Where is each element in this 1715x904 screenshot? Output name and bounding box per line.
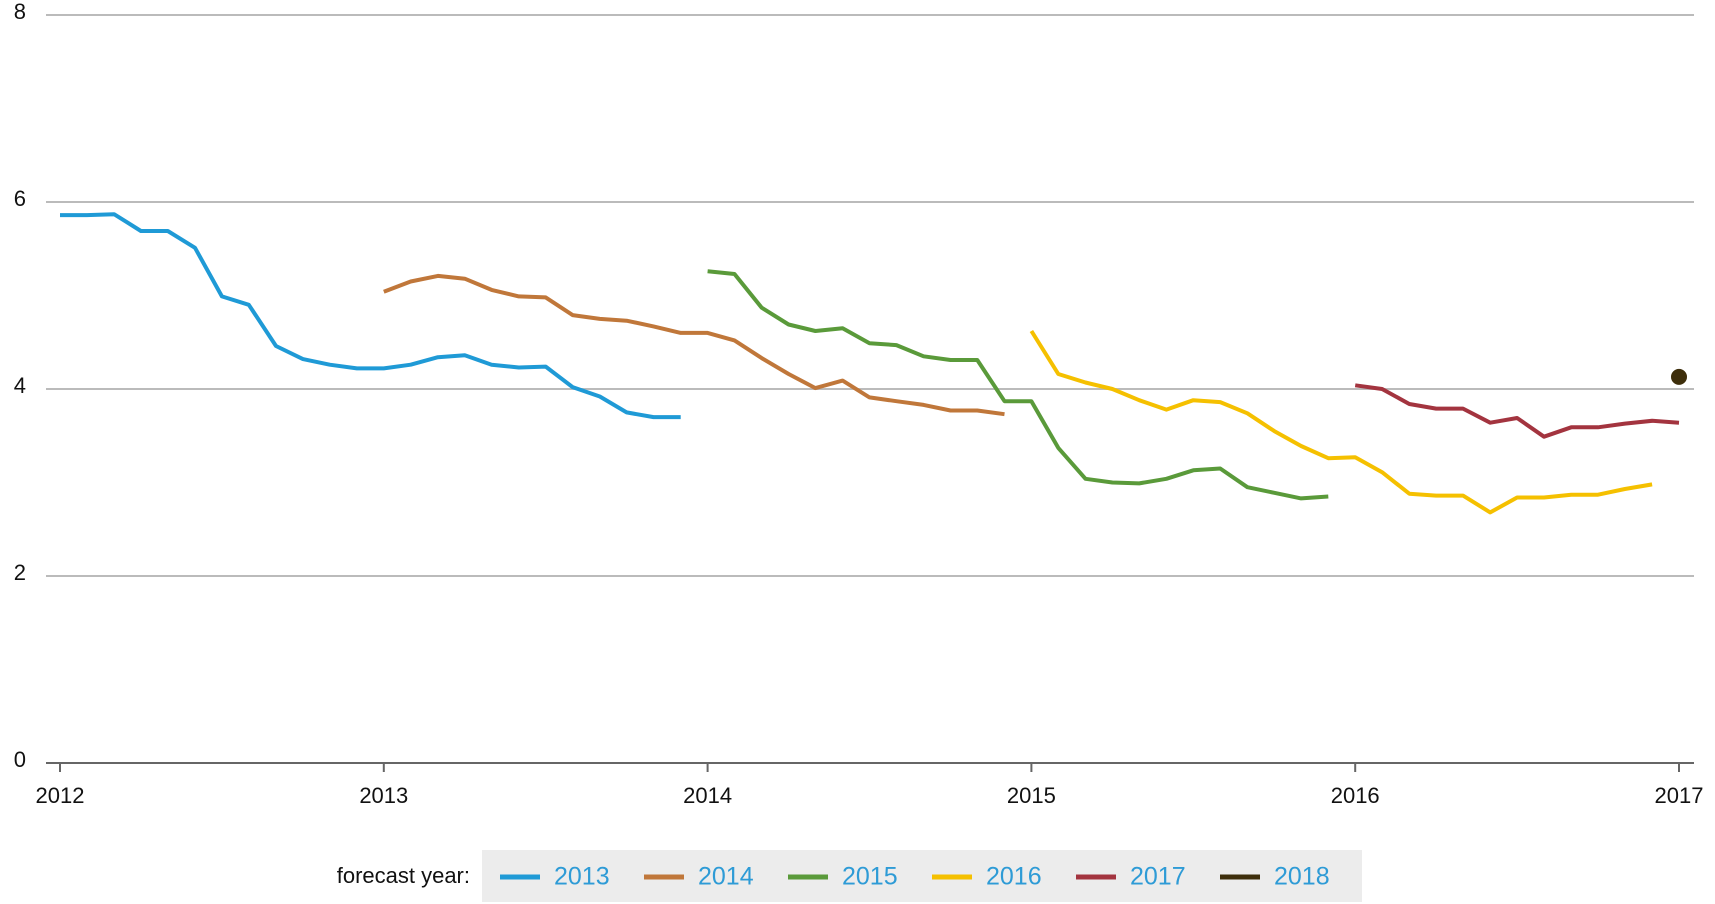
- x-tick-label: 2017: [1655, 783, 1704, 808]
- x-tick-label: 2014: [683, 783, 732, 808]
- y-tick-label: 2: [14, 560, 26, 585]
- x-tick-label: 2016: [1331, 783, 1380, 808]
- y-tick-label: 8: [14, 0, 26, 24]
- series-line: [383, 273, 1005, 417]
- legend-label: 2014: [698, 863, 754, 891]
- legend-box: [482, 850, 1362, 902]
- point: [1671, 368, 1687, 385]
- series-line: [60, 212, 681, 420]
- y-tick-label: 6: [14, 186, 26, 211]
- x-tick-label: 2012: [36, 783, 85, 808]
- legend-label: 2013: [554, 863, 610, 891]
- x-tick-label: 2013: [359, 783, 408, 808]
- series-line: [707, 269, 1329, 501]
- legend-label: 2016: [986, 863, 1042, 891]
- y-tick-label: 0: [14, 747, 26, 772]
- y-tick-label: 4: [14, 373, 26, 398]
- legend-label: 2015: [842, 863, 898, 891]
- series-line: [1029, 329, 1653, 515]
- x-tick-label: 2015: [1007, 783, 1056, 808]
- series-line: [1354, 383, 1680, 439]
- legend-label: 2018: [1274, 863, 1330, 891]
- legend-label: 2017: [1130, 863, 1186, 891]
- legend-title: forecast year:: [337, 863, 470, 888]
